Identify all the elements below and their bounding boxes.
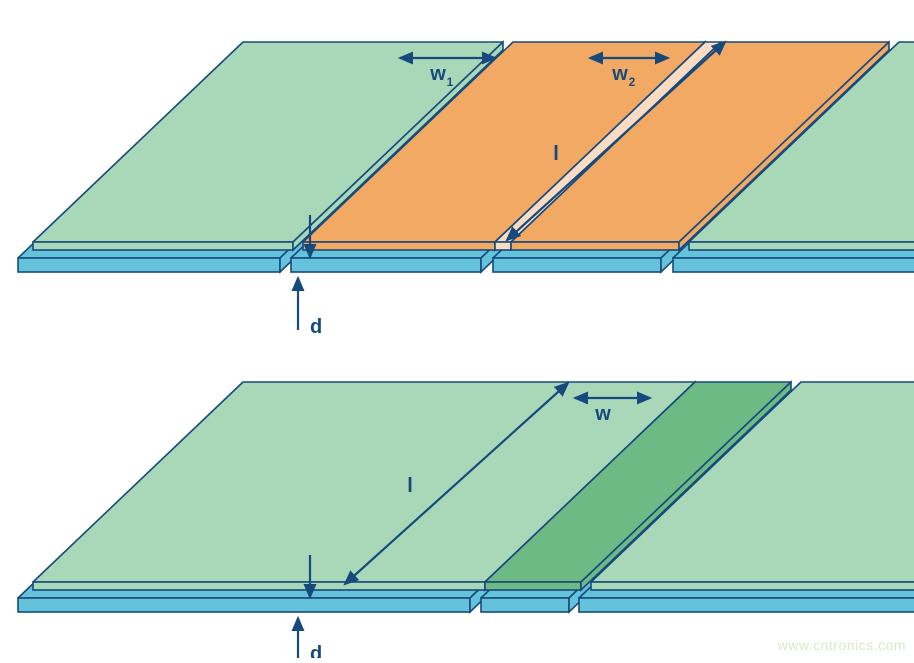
w2-sub: 2 [629,75,636,89]
lower-bottom-0-front [18,598,470,612]
d-lower-label: d [310,643,322,658]
lower-top-green-right-front [591,582,914,590]
upper-bottom-0-front [18,258,280,272]
w-lower-label: w [594,403,611,425]
upper-bottom-2-front [493,258,661,272]
w1-label: w [429,63,446,85]
watermark-text: www.cntronics.com [778,637,906,653]
lower-diagram [18,382,914,612]
d-upper-label: d [310,316,322,338]
lower-top-overlap-front [485,582,581,590]
w1-sub: 1 [447,75,454,89]
lower-bottom-2-front [579,598,914,612]
upper-top-gap-strip-front [495,242,511,250]
upper-top-orange-1-front [303,242,495,250]
lower-bottom-1-front [481,598,569,612]
l-lower-label: l [407,475,413,497]
upper-top-orange-2-front [511,242,679,250]
upper-top-green-left-front [33,242,293,250]
upper-top-green-right-front [689,242,914,250]
w2-label: w [611,63,628,85]
upper-bottom-3-front [673,258,914,272]
upper-diagram [18,42,914,272]
lower-top-green-left-front [33,582,485,590]
upper-bottom-1-front [291,258,481,272]
l-upper-label: l [553,143,559,165]
